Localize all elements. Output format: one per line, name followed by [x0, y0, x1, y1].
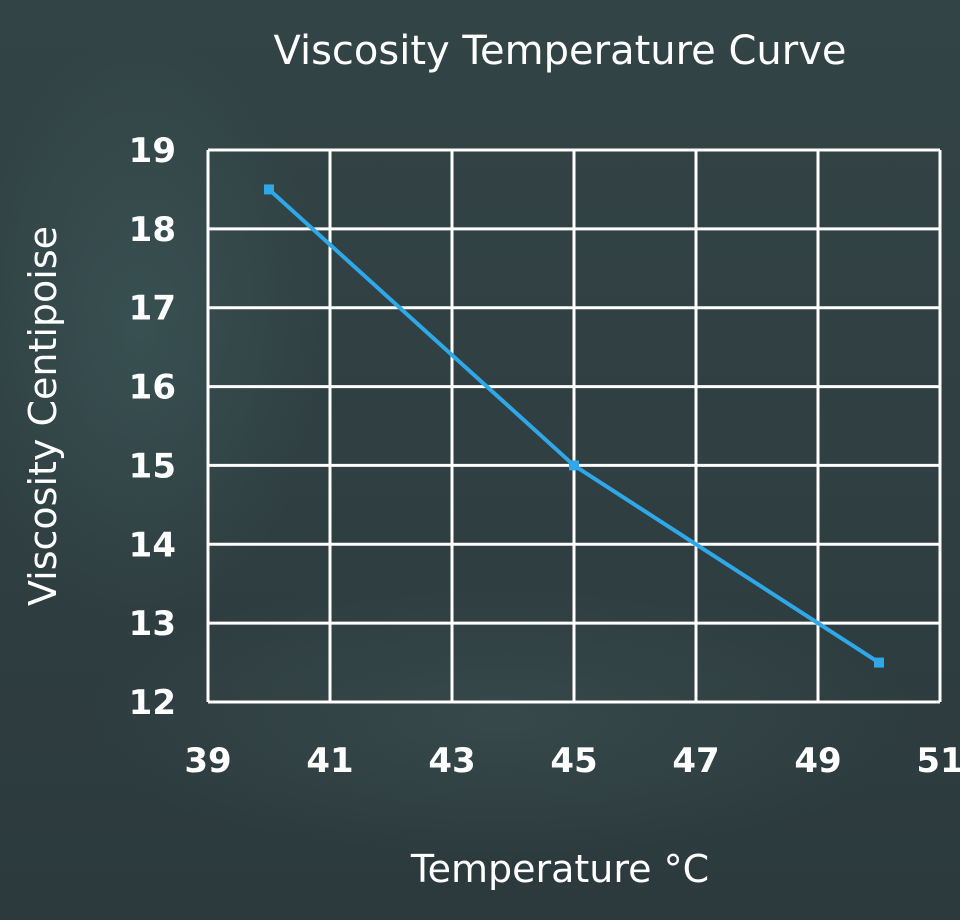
y-tick-label: 14 — [129, 525, 176, 565]
y-tick-label: 15 — [129, 446, 176, 486]
y-tick-label: 17 — [129, 289, 176, 329]
y-axis-ticks: 12 13 14 15 16 17 18 19 — [129, 131, 176, 723]
x-axis-label: Temperature °C — [410, 847, 709, 891]
x-tick-label: 39 — [184, 741, 231, 781]
grid — [206, 148, 942, 704]
y-tick-label: 13 — [129, 604, 176, 644]
x-axis-ticks: 39 41 43 45 47 49 51 — [184, 741, 960, 781]
x-tick-label: 47 — [672, 741, 719, 781]
chart-title: Viscosity Temperature Curve — [273, 28, 846, 74]
x-tick-label: 49 — [794, 741, 841, 781]
y-tick-label: 12 — [129, 683, 176, 723]
data-point — [569, 460, 579, 471]
y-axis-label: Viscosity Centipoise — [21, 226, 65, 606]
x-tick-label: 45 — [550, 741, 597, 781]
data-point — [874, 657, 884, 668]
y-tick-label: 16 — [129, 368, 176, 408]
series-group — [264, 184, 884, 668]
data-point — [264, 184, 274, 195]
y-tick-label: 19 — [129, 131, 176, 171]
y-tick-label: 18 — [129, 210, 176, 250]
x-tick-label: 51 — [916, 741, 960, 781]
x-tick-label: 43 — [428, 741, 475, 781]
x-tick-label: 41 — [306, 741, 353, 781]
